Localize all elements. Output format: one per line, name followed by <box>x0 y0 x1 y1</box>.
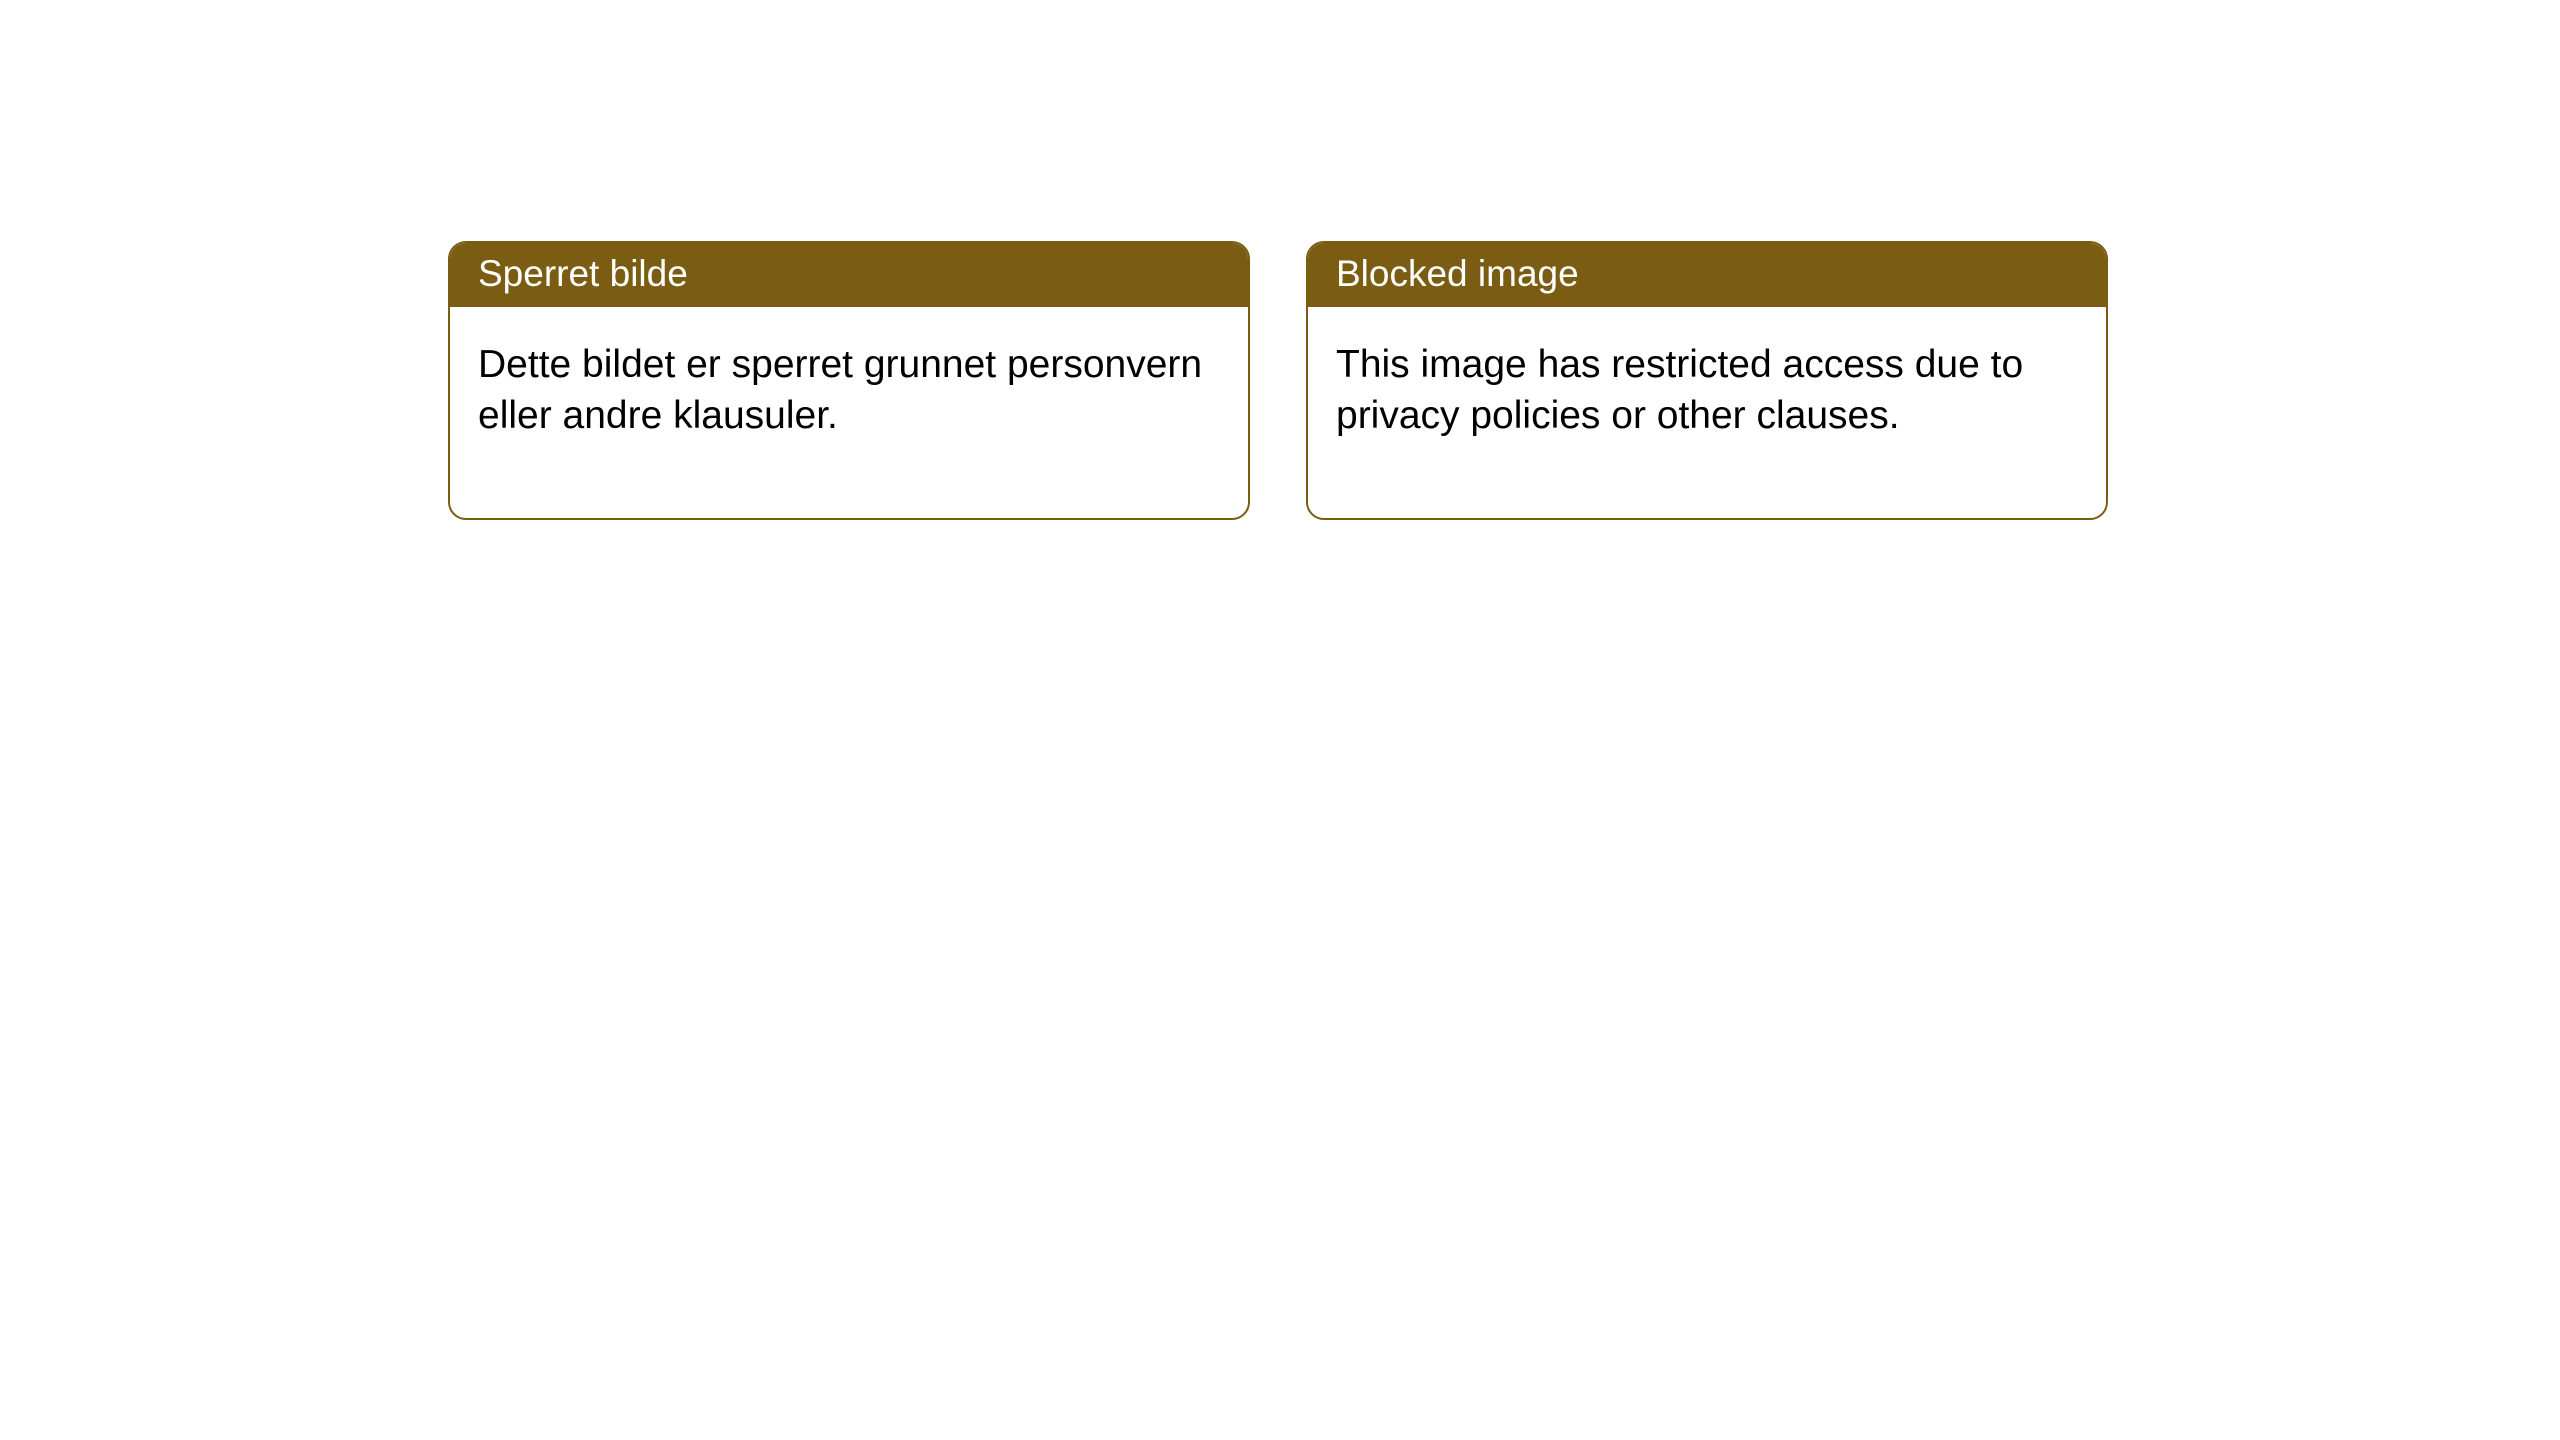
notice-card-english: Blocked image This image has restricted … <box>1306 241 2108 520</box>
card-header-norwegian: Sperret bilde <box>450 243 1248 307</box>
card-body-norwegian: Dette bildet er sperret grunnet personve… <box>450 307 1248 518</box>
card-header-english: Blocked image <box>1308 243 2106 307</box>
card-body-english: This image has restricted access due to … <box>1308 307 2106 518</box>
notice-container: Sperret bilde Dette bildet er sperret gr… <box>448 241 2108 520</box>
notice-card-norwegian: Sperret bilde Dette bildet er sperret gr… <box>448 241 1250 520</box>
